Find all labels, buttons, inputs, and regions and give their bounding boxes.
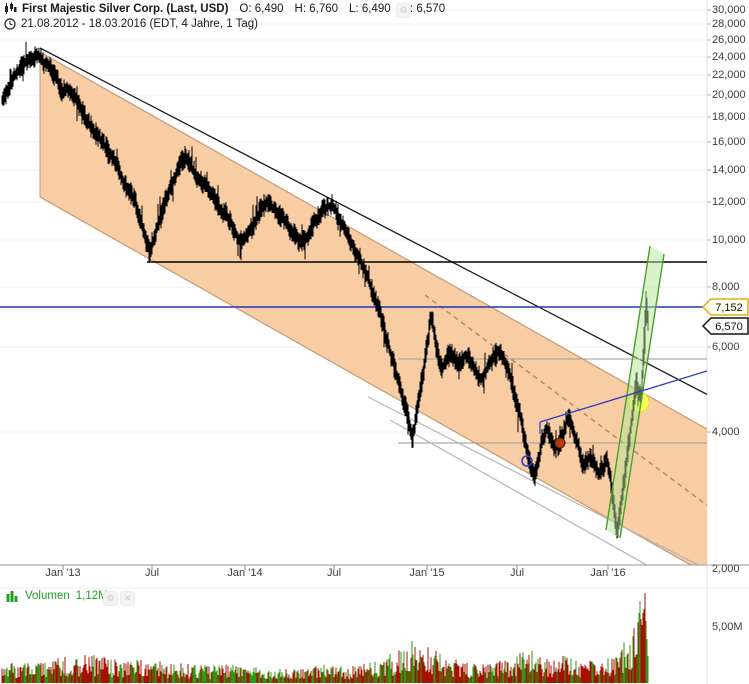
blue-ascending-trendline[interactable] [539, 370, 707, 434]
price-tick-label: 10,000 [712, 234, 746, 246]
price-badges: 7,152 6,570 [701, 298, 749, 335]
plot-area[interactable] [0, 41, 712, 602]
volume-pane-header: Volumen 1,12M [6, 590, 108, 602]
chart-settings-button[interactable]: ⚙ [396, 3, 411, 18]
red-dot-marker[interactable] [554, 437, 566, 449]
volume-value: 1,12M [75, 590, 108, 602]
time-tick-label: Jan '14 [227, 567, 263, 579]
date-range-label: 21.08.2012 - 18.03.2016 (EDT, 4 Jahre, 1… [21, 18, 258, 30]
volume-bars-down [1, 593, 646, 683]
time-tick-label: Jan '15 [409, 567, 445, 579]
svg-text:7,152: 7,152 [715, 302, 743, 314]
ohlc-high: H: 6,760 [294, 2, 339, 15]
price-tick-label: 2,000 [712, 563, 740, 575]
time-tick-label: Jul [326, 567, 342, 579]
instrument-header: First Majestic Silver Corp. (Last, USD) … [4, 2, 445, 15]
candlestick-series [1, 41, 649, 539]
price-tick-label: 4,000 [712, 426, 740, 438]
price-tick-label: 30,000 [712, 4, 746, 16]
price-tick-label: 8,000 [712, 281, 740, 293]
channel-midline-dashed[interactable] [424, 294, 712, 509]
price-badge-7152[interactable]: 7,152 [701, 298, 749, 316]
gray-trendline-1[interactable] [367, 396, 712, 572]
price-tick-label: 16,000 [712, 136, 746, 148]
price-tick-label: 12,000 [712, 196, 746, 208]
green-ascending-channel[interactable] [605, 245, 665, 539]
volume-axis-label: 5,00M [712, 621, 743, 633]
gray-trendline-2[interactable] [389, 419, 712, 602]
volume-label: Volumen [25, 590, 70, 602]
volume-bars-icon [6, 591, 18, 602]
price-tick-label: 6,000 [712, 341, 740, 353]
price-tick-label: 28,000 [712, 18, 746, 30]
volume-settings-button[interactable]: ⚙ [103, 591, 118, 606]
price-tick-label: 14,000 [712, 164, 746, 176]
volume-series[interactable] [1, 593, 649, 683]
price-tick-label: 18,000 [712, 111, 746, 123]
clock-icon [4, 18, 16, 30]
price-badge-6570[interactable]: 6,570 [701, 317, 749, 335]
time-tick-label: Jan '13 [45, 567, 81, 579]
black-trendline[interactable] [39, 47, 712, 397]
blue-circle-marker[interactable] [521, 455, 533, 467]
time-tick-label: Jan '16 [590, 567, 626, 579]
svg-text:6,570: 6,570 [715, 321, 743, 333]
instrument-title: First Majestic Silver Corp. (Last, USD) [22, 2, 229, 15]
price-tick-label: 24,000 [712, 51, 746, 63]
time-tick-label: Jul [509, 567, 525, 579]
ohlc-open: O: 6,490 [239, 2, 284, 15]
price-tick-label: 22,000 [712, 69, 746, 81]
volume-close-button[interactable]: ✕ [120, 591, 135, 606]
price-tick-label: 20,000 [712, 89, 746, 101]
ohlc-low: L: 6,490 [349, 2, 391, 15]
volume-bars-up [4, 601, 649, 683]
bottom-axis [0, 9, 749, 570]
candlestick-chart-icon [5, 2, 17, 14]
date-range-header: 21.08.2012 - 18.03.2016 (EDT, 4 Jahre, 1… [4, 18, 258, 30]
time-tick-label: Jul [144, 567, 160, 579]
price-tick-label: 26,000 [712, 34, 746, 46]
